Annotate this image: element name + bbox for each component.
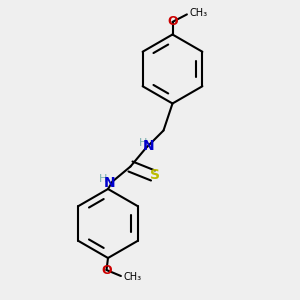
Text: N: N bbox=[143, 139, 154, 153]
Text: H: H bbox=[139, 138, 147, 148]
Text: N: N bbox=[104, 176, 115, 190]
Text: O: O bbox=[101, 263, 112, 277]
Text: S: S bbox=[150, 168, 161, 182]
Text: O: O bbox=[167, 15, 178, 28]
Text: H: H bbox=[99, 174, 107, 184]
Text: CH₃: CH₃ bbox=[123, 272, 141, 283]
Text: CH₃: CH₃ bbox=[189, 8, 207, 18]
